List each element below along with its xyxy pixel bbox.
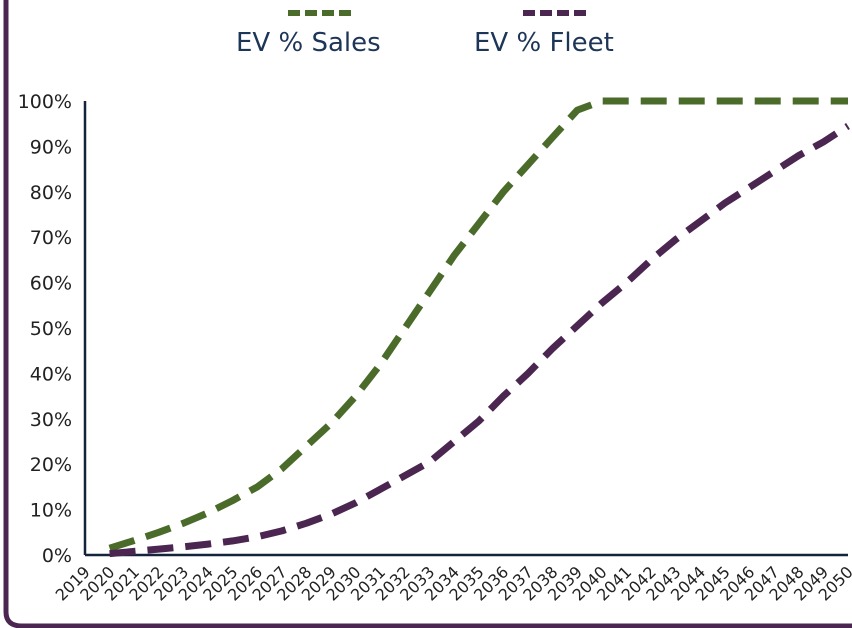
data-point-fleet xyxy=(108,552,112,556)
data-point-fleet xyxy=(428,460,432,464)
series-line-sales xyxy=(108,97,848,552)
data-point-sales xyxy=(501,190,505,194)
data-point-fleet xyxy=(797,153,801,157)
data-point-sales xyxy=(231,499,235,503)
data-point-fleet xyxy=(378,487,382,491)
data-point-sales xyxy=(181,521,185,525)
data-point-fleet xyxy=(846,124,850,128)
y-tick-label: 20% xyxy=(30,454,72,476)
y-tick-label: 10% xyxy=(30,500,72,522)
data-point-sales xyxy=(255,485,259,489)
legend-swatch-fleet xyxy=(523,10,591,16)
y-tick-label: 60% xyxy=(30,273,72,295)
data-point-sales xyxy=(551,135,555,139)
data-point-fleet xyxy=(305,521,309,525)
y-tick-label: 100% xyxy=(18,91,72,113)
y-tick-label: 50% xyxy=(30,318,72,340)
series-line-fleet xyxy=(109,123,850,558)
data-point-sales xyxy=(477,222,481,226)
data-point-fleet xyxy=(551,346,555,350)
data-point-fleet xyxy=(723,201,727,205)
y-tick-label: 30% xyxy=(30,409,72,431)
y-tick-label: 40% xyxy=(30,363,72,385)
data-point-fleet xyxy=(354,501,358,505)
data-point-sales xyxy=(206,511,210,515)
legend: EV % Sales EV % Fleet xyxy=(0,6,852,60)
legend-swatch-sales xyxy=(288,10,356,16)
data-point-fleet xyxy=(821,140,825,144)
data-point-sales xyxy=(600,99,604,103)
data-point-fleet xyxy=(526,371,530,375)
data-point-fleet xyxy=(477,419,481,423)
data-point-sales xyxy=(846,99,850,103)
data-point-sales xyxy=(575,108,579,112)
data-point-sales xyxy=(280,467,284,471)
data-point-sales xyxy=(649,99,653,103)
data-point-sales xyxy=(403,326,407,330)
data-point-sales xyxy=(132,538,136,542)
data-point-fleet xyxy=(452,440,456,444)
data-point-sales xyxy=(108,546,112,550)
data-point-fleet xyxy=(575,324,579,328)
data-point-sales xyxy=(378,362,382,366)
data-point-sales xyxy=(329,421,333,425)
y-tick-label: 0% xyxy=(42,545,72,567)
data-point-sales xyxy=(821,99,825,103)
y-tick-label: 90% xyxy=(30,136,72,158)
y-tick-label: 70% xyxy=(30,227,72,249)
data-point-fleet xyxy=(772,169,776,173)
data-point-fleet xyxy=(206,542,210,546)
data-point-sales xyxy=(772,99,776,103)
data-point-fleet xyxy=(748,185,752,189)
data-point-fleet xyxy=(181,545,185,549)
data-point-sales xyxy=(723,99,727,103)
data-point-sales xyxy=(305,444,309,448)
data-point-sales xyxy=(452,253,456,257)
data-point-fleet xyxy=(600,301,604,305)
data-point-fleet xyxy=(132,549,136,553)
data-point-fleet xyxy=(280,529,284,533)
data-point-sales xyxy=(428,290,432,294)
y-tick-label: 80% xyxy=(30,182,72,204)
frame-border xyxy=(3,0,852,628)
data-point-fleet xyxy=(329,512,333,516)
data-point-fleet xyxy=(674,237,678,241)
data-point-sales xyxy=(526,163,530,167)
data-point-fleet xyxy=(698,219,702,223)
data-point-fleet xyxy=(501,394,505,398)
data-point-fleet xyxy=(231,539,235,543)
data-point-sales xyxy=(624,99,628,103)
data-point-fleet xyxy=(157,547,161,551)
data-point-sales xyxy=(748,99,752,103)
legend-label-fleet: EV % Fleet xyxy=(474,28,614,58)
data-point-sales xyxy=(354,394,358,398)
data-point-fleet xyxy=(624,281,628,285)
data-point-fleet xyxy=(255,535,259,539)
data-point-sales xyxy=(797,99,801,103)
data-point-fleet xyxy=(649,258,653,262)
data-point-sales xyxy=(698,99,702,103)
data-point-fleet xyxy=(403,474,407,478)
legend-label-sales: EV % Sales xyxy=(236,28,381,58)
data-point-sales xyxy=(674,99,678,103)
data-point-sales xyxy=(157,530,161,534)
